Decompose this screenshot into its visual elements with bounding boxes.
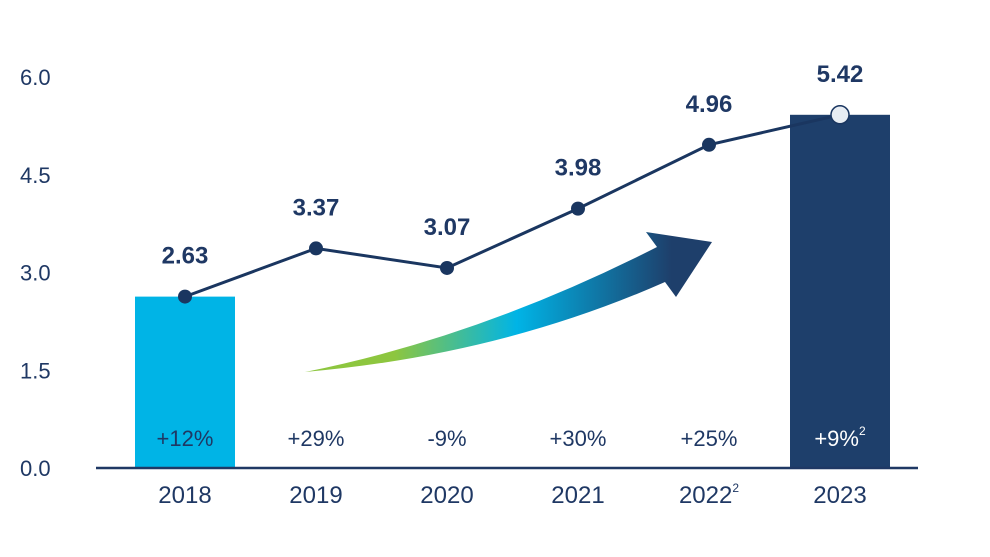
y-tick-label: 3.0 [20, 261, 51, 286]
data-point [702, 137, 716, 152]
data-label: 3.98 [555, 155, 602, 182]
growth-label: +9%2 [814, 424, 866, 451]
growth-label: +29% [288, 426, 345, 451]
series-line [184, 113, 841, 299]
x-tick-label: 2023 [813, 482, 866, 509]
data-point [309, 241, 323, 256]
data-label: 4.96 [686, 91, 733, 118]
data-label: 3.37 [293, 194, 340, 221]
growth-label: +12% [157, 426, 214, 451]
data-point [830, 105, 850, 125]
data-point [178, 289, 192, 304]
growth-label: +30% [550, 426, 607, 451]
x-tick-label: 2019 [289, 482, 342, 509]
growth-arrow [305, 232, 712, 372]
y-axis-ticks: 0.0 1.5 3.0 4.5 6.0 [20, 65, 51, 481]
growth-label: -9% [427, 426, 466, 451]
x-tick-label: 2018 [158, 482, 211, 509]
data-label: 5.42 [817, 61, 864, 88]
data-label: 2.63 [162, 243, 209, 270]
x-tick-label: 20222 [679, 481, 739, 509]
x-axis-labels: 2018 2019 2020 2021 20222 2023 [158, 481, 866, 509]
y-tick-label: 6.0 [20, 65, 51, 90]
bar-2023 [790, 114, 890, 469]
data-point [440, 260, 454, 275]
data-labels: 2.63 3.37 3.07 3.98 4.96 5.42 [162, 61, 864, 270]
bars [135, 114, 890, 469]
growth-labels: +12% +29% -9% +30% +25% +9%2 [157, 424, 866, 451]
y-tick-label: 0.0 [20, 456, 51, 481]
growth-label: +25% [681, 426, 738, 451]
data-point [571, 201, 585, 216]
y-tick-label: 4.5 [20, 163, 51, 188]
x-tick-label: 2020 [420, 482, 473, 509]
data-label: 3.07 [424, 214, 471, 241]
data-points [178, 105, 850, 304]
x-tick-label: 2021 [551, 482, 604, 509]
bar-2018 [135, 296, 235, 468]
y-tick-label: 1.5 [20, 358, 51, 383]
